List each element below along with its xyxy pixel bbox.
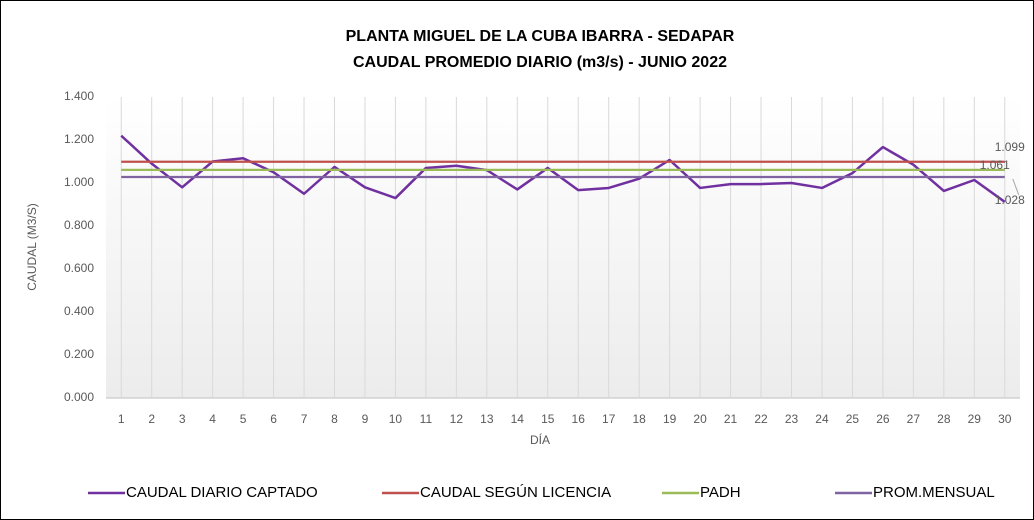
x-tick-label: 4 bbox=[209, 412, 216, 426]
x-tick-label: 21 bbox=[724, 412, 738, 426]
x-axis-label: DÍA bbox=[530, 432, 550, 447]
y-tick-label: 1.200 bbox=[64, 132, 94, 146]
data-label: 1.099 bbox=[995, 140, 1025, 154]
y-tick-label: 0.400 bbox=[64, 304, 94, 318]
y-tick-label: 0.200 bbox=[64, 347, 94, 361]
x-tick-label: 20 bbox=[693, 412, 707, 426]
data-label: 1.061 bbox=[980, 158, 1010, 172]
y-tick-label: 1.400 bbox=[64, 89, 94, 103]
x-tick-label: 17 bbox=[602, 412, 616, 426]
plot-area bbox=[106, 97, 1020, 398]
x-tick-label: 2 bbox=[148, 412, 155, 426]
x-tick-label: 15 bbox=[541, 412, 555, 426]
legend-label: PROM.MENSUAL bbox=[873, 484, 995, 501]
x-tick-label: 7 bbox=[301, 412, 308, 426]
x-tick-label: 18 bbox=[632, 412, 646, 426]
chart-subtitle: CAUDAL PROMEDIO DIARIO (m3/s) - JUNIO 20… bbox=[353, 54, 727, 71]
x-tick-label: 8 bbox=[331, 412, 338, 426]
x-tick-label: 10 bbox=[389, 412, 403, 426]
x-tick-label: 12 bbox=[450, 412, 464, 426]
x-tick-label: 27 bbox=[907, 412, 921, 426]
x-tick-label: 25 bbox=[846, 412, 860, 426]
x-tick-label: 5 bbox=[240, 412, 247, 426]
x-tick-label: 11 bbox=[420, 412, 433, 426]
legend-label: PADH bbox=[700, 484, 741, 501]
legend-label: CAUDAL SEGÚN LICENCIA bbox=[420, 484, 611, 501]
y-tick-label: 1.000 bbox=[64, 175, 94, 189]
data-label: 1.028 bbox=[995, 193, 1025, 207]
x-tick-label: 6 bbox=[270, 412, 277, 426]
x-tick-label: 13 bbox=[480, 412, 494, 426]
y-tick-label: 0.600 bbox=[64, 261, 94, 275]
x-tick-label: 26 bbox=[876, 412, 890, 426]
y-axis-label: CAUDAL (M3/S) bbox=[25, 203, 39, 291]
x-tick-label: 24 bbox=[815, 412, 829, 426]
x-tick-label: 30 bbox=[998, 412, 1012, 426]
x-tick-label: 19 bbox=[663, 412, 677, 426]
x-tick-label: 1 bbox=[118, 412, 125, 426]
chart-title: PLANTA MIGUEL DE LA CUBA IBARRA - SEDAPA… bbox=[346, 28, 735, 45]
x-tick-label: 28 bbox=[937, 412, 951, 426]
x-tick-label: 16 bbox=[572, 412, 586, 426]
x-tick-label: 23 bbox=[785, 412, 799, 426]
y-tick-label: 0.800 bbox=[64, 218, 94, 232]
legend-label: CAUDAL DIARIO CAPTADO bbox=[126, 484, 318, 501]
y-tick-label: 0.000 bbox=[64, 390, 94, 404]
x-tick-label: 29 bbox=[968, 412, 982, 426]
x-tick-label: 3 bbox=[179, 412, 186, 426]
x-tick-label: 22 bbox=[754, 412, 768, 426]
x-tick-label: 14 bbox=[511, 412, 525, 426]
leader-line bbox=[1012, 178, 1020, 196]
x-tick-label: 9 bbox=[362, 412, 369, 426]
